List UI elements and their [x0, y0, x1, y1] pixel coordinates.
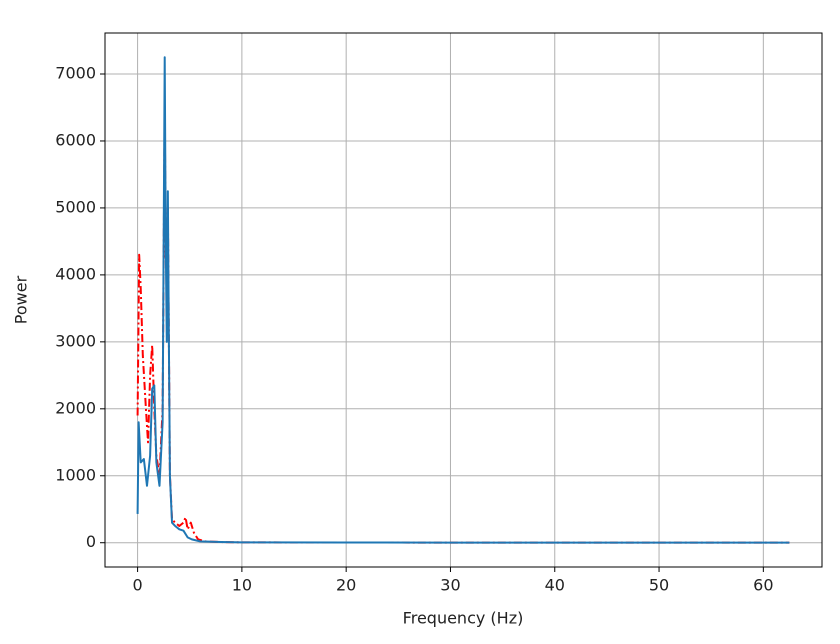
y-tick-label: 1000	[55, 465, 96, 484]
x-axis-label: Frequency (Hz)	[403, 609, 524, 628]
line	[136, 106, 790, 544]
x-tick-label: 0	[132, 576, 142, 595]
y-tick-label: 7000	[55, 64, 96, 83]
plot-frame	[104, 32, 823, 568]
x-tick-label: 40	[545, 576, 565, 595]
x-tick-label: 30	[440, 576, 460, 595]
y-tick-label: 2000	[55, 398, 96, 417]
line	[136, 56, 790, 544]
y-tick-label: 3000	[55, 331, 96, 350]
x-tick-label: 10	[232, 576, 252, 595]
y-tick-label: 6000	[55, 130, 96, 149]
y-tick-label: 4000	[55, 264, 96, 283]
x-tick-label: 20	[336, 576, 356, 595]
y-tick-label: 5000	[55, 197, 96, 216]
y-tick-label: 0	[86, 532, 96, 551]
y-axis-label: Power	[12, 275, 31, 324]
x-tick-label: 50	[649, 576, 669, 595]
x-tick-label: 60	[753, 576, 773, 595]
